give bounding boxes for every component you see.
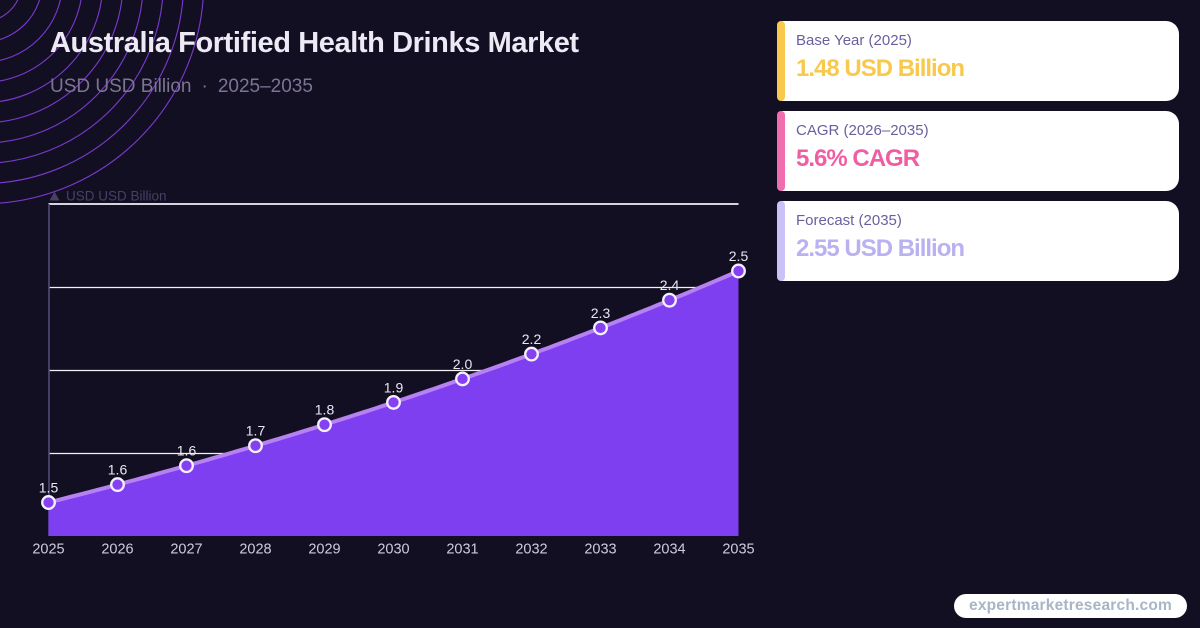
svg-text:2035: 2035 xyxy=(722,542,754,558)
svg-text:2033: 2033 xyxy=(584,542,616,558)
svg-text:2032: 2032 xyxy=(515,542,547,558)
svg-text:2.0: 2.0 xyxy=(453,356,473,372)
svg-text:1.5: 1.5 xyxy=(39,480,59,496)
svg-text:2029: 2029 xyxy=(308,542,340,558)
svg-text:2025: 2025 xyxy=(32,542,64,558)
svg-text:2.3: 2.3 xyxy=(591,305,611,321)
svg-text:2026: 2026 xyxy=(101,542,133,558)
svg-text:1.8: 1.8 xyxy=(315,402,335,418)
svg-text:2034: 2034 xyxy=(653,542,685,558)
svg-text:2030: 2030 xyxy=(377,542,409,558)
svg-text:2031: 2031 xyxy=(446,542,478,558)
svg-text:USD USD Billion: USD USD Billion xyxy=(66,189,167,204)
svg-text:2028: 2028 xyxy=(239,542,271,558)
svg-text:2.2: 2.2 xyxy=(522,331,542,347)
svg-text:2.4: 2.4 xyxy=(660,277,680,293)
svg-text:1.6: 1.6 xyxy=(108,462,128,478)
svg-text:1.6: 1.6 xyxy=(177,443,197,459)
svg-text:1.9: 1.9 xyxy=(384,379,404,395)
svg-text:2.5: 2.5 xyxy=(729,248,749,264)
svg-text:2027: 2027 xyxy=(170,542,202,558)
svg-text:1.7: 1.7 xyxy=(246,423,266,439)
